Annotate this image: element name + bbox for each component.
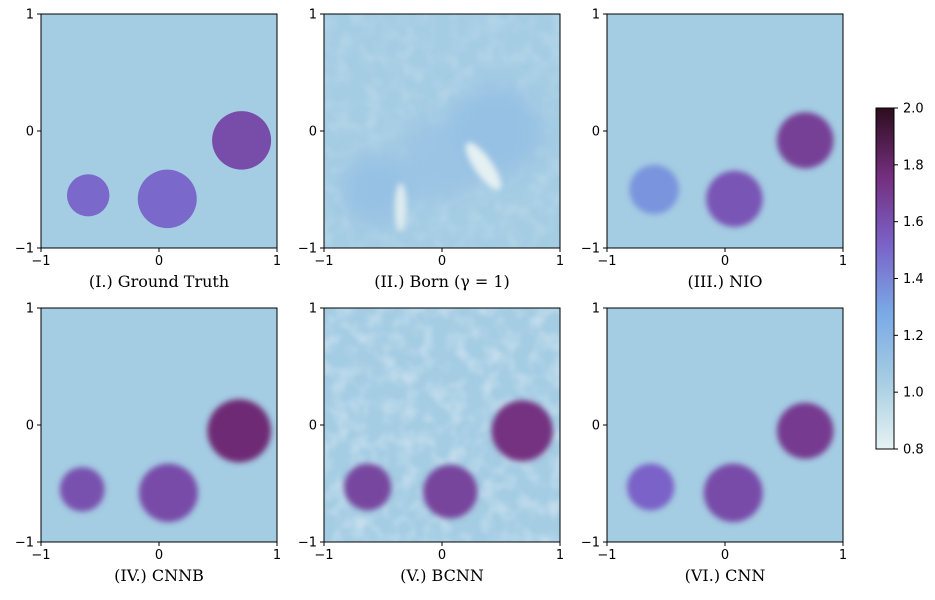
object-disc (776, 112, 834, 169)
objects (344, 400, 553, 519)
panel: −1 0 1 1 0 −1 (IV.) CNNB (15, 302, 281, 586)
panel-title: (III.) NIO (687, 272, 762, 291)
x-tick-label: 1 (556, 548, 564, 563)
colorbar-tick-label: 1.4 (903, 272, 924, 287)
object-disc (706, 170, 763, 227)
y-tick-label: 0 (309, 125, 317, 140)
colorbar-tick-label: 1.0 (903, 386, 924, 401)
object-disc (137, 169, 197, 229)
x-tick-label: 0 (721, 254, 729, 269)
y-tick-label: 1 (309, 302, 317, 317)
panel-image (324, 14, 560, 248)
x-tick-label: −1 (597, 548, 616, 563)
colorbar-tick-label: 1.2 (903, 329, 924, 344)
colorbar-gradient (875, 107, 895, 450)
x-tick-label: −1 (597, 254, 616, 269)
object-disc (627, 463, 675, 511)
x-tick-label: 1 (273, 548, 281, 563)
y-tick-label: −1 (298, 536, 317, 551)
x-tick-label: 0 (155, 548, 163, 563)
panel-title: (VI.) CNN (685, 566, 766, 585)
y-tick-label: 0 (26, 125, 34, 140)
object-disc (66, 174, 110, 217)
panel: −1 0 1 1 0 −1 (II.) Born (γ = 1) (298, 8, 564, 292)
colorbar-tick-label: 0.8 (903, 443, 924, 458)
x-tick-label: 0 (155, 254, 163, 269)
y-tick-label: −1 (15, 242, 34, 257)
y-tick-label: 1 (26, 302, 34, 317)
y-tick-label: 0 (26, 419, 34, 434)
panel: −1 0 1 1 0 −1 (VI.) CNN (581, 302, 847, 586)
y-tick-label: 1 (592, 8, 600, 23)
streak (394, 183, 407, 232)
y-tick-label: −1 (298, 242, 317, 257)
object-disc (447, 84, 543, 178)
panel-title: (II.) Born (γ = 1) (374, 272, 510, 291)
object-disc (703, 463, 763, 523)
object-disc (423, 464, 478, 519)
panels-group: −1 0 1 1 0 −1 (I.) Ground Truth −1 0 1 1 0 −1 (II.) B… (15, 8, 847, 586)
object-disc (776, 402, 834, 459)
panel-image (607, 308, 843, 542)
x-tick-label: −1 (31, 548, 50, 563)
artifact-streaks (394, 142, 501, 232)
y-tick-label: 1 (26, 8, 34, 23)
x-tick-label: 0 (438, 548, 446, 563)
colorbar: 2.0 1.8 1.6 1.4 1.2 1.0 0.8 (875, 102, 924, 458)
object-disc (212, 111, 272, 170)
object-disc (491, 400, 553, 462)
object-disc (207, 399, 272, 463)
object-disc (629, 164, 679, 215)
panel-image (41, 308, 277, 542)
y-tick-label: 0 (592, 125, 600, 140)
x-tick-label: 1 (273, 254, 281, 269)
y-tick-label: −1 (15, 536, 34, 551)
objects (627, 402, 834, 523)
colorbar-tick-label: 2.0 (903, 102, 924, 117)
y-tick-label: 0 (592, 419, 600, 434)
panel-title: (IV.) CNNB (114, 566, 204, 585)
objects (629, 112, 834, 227)
object-disc (344, 463, 392, 511)
panel-title: (V.) BCNN (400, 566, 484, 585)
x-tick-label: 1 (556, 254, 564, 269)
panel: −1 0 1 1 0 −1 (III.) NIO (581, 8, 847, 292)
colorbar-tick-label: 1.6 (903, 215, 924, 230)
x-tick-label: 0 (721, 548, 729, 563)
panel-image (324, 308, 560, 542)
x-tick-label: −1 (31, 254, 50, 269)
panel-image (607, 14, 843, 248)
streak (465, 142, 501, 190)
x-tick-label: 1 (839, 548, 847, 563)
objects (59, 399, 272, 523)
object-disc (138, 463, 198, 523)
y-tick-label: −1 (581, 536, 600, 551)
objects (66, 111, 272, 229)
panel-image (41, 14, 277, 248)
object-disc (59, 467, 105, 512)
y-tick-label: 0 (309, 419, 317, 434)
y-tick-label: 1 (309, 8, 317, 23)
y-tick-label: 1 (592, 302, 600, 317)
panel: −1 0 1 1 0 −1 (V.) BCNN (298, 302, 564, 586)
x-tick-label: 1 (839, 254, 847, 269)
panel-title: (I.) Ground Truth (89, 272, 229, 291)
colorbar-tick-label: 1.8 (903, 158, 924, 173)
panel: −1 0 1 1 0 −1 (I.) Ground Truth (15, 8, 281, 292)
x-tick-label: 0 (438, 254, 446, 269)
x-tick-label: −1 (314, 254, 333, 269)
y-tick-label: −1 (581, 242, 600, 257)
x-tick-label: −1 (314, 548, 333, 563)
